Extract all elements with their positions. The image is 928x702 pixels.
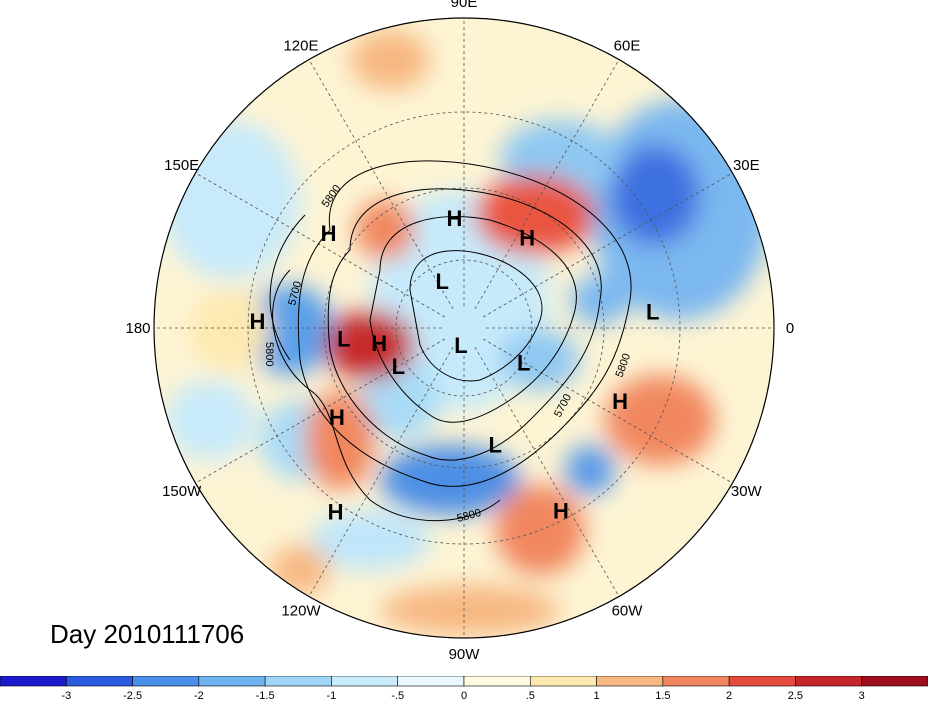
longitude-label: 90W xyxy=(449,646,481,663)
colorbar-tick-label: -1 xyxy=(327,690,337,702)
high-marker: H xyxy=(446,206,462,231)
map-boundary xyxy=(153,17,775,639)
meridian-line xyxy=(474,346,620,597)
colorbar-box xyxy=(861,676,928,687)
high-marker: H xyxy=(553,499,569,524)
anomaly-blobs xyxy=(160,30,770,635)
longitude-label: 90E xyxy=(451,0,478,11)
meridian-line xyxy=(308,59,454,310)
low-marker: L xyxy=(392,354,405,379)
colorbar-tick-label: -1.5 xyxy=(256,690,275,702)
colorbar-tick-label: -2 xyxy=(194,690,204,702)
high-marker: H xyxy=(321,221,337,246)
colorbar-box xyxy=(795,676,863,687)
colorbar-tick-label: -.5 xyxy=(391,690,404,702)
longitude-labels: 90E 60E 30E 0 30W 60W 90W 120W 150W 180 150E 120E xyxy=(125,0,794,663)
colorbar-box xyxy=(0,676,67,687)
meridian-line xyxy=(474,59,620,310)
colorbar-box xyxy=(331,676,399,687)
colorbar-box xyxy=(596,676,664,687)
colorbar-box xyxy=(529,676,597,687)
colorbar-tick-label: 1 xyxy=(594,690,600,702)
colorbar-box xyxy=(198,676,266,687)
colorbar-ticks: -3 -2.5 -2 -1.5 -1 -.5 0 .5 1 1.5 2 2.5 3 xyxy=(61,690,864,702)
colorbar-tick-label: .5 xyxy=(526,690,535,702)
high-marker: H xyxy=(328,499,344,524)
longitude-label: 30E xyxy=(733,157,760,174)
contour-label: 5800 xyxy=(263,342,275,366)
colorbar-boxes xyxy=(0,676,928,687)
high-marker: H xyxy=(250,309,266,334)
low-marker: L xyxy=(454,333,467,358)
meridian-line xyxy=(195,172,446,318)
colorbar-box xyxy=(662,676,730,687)
colorbar-box xyxy=(264,676,332,687)
longitude-label: 150W xyxy=(162,483,202,500)
anomaly-field xyxy=(154,18,774,638)
colorbar-tick-label: 0 xyxy=(461,690,467,702)
colorbar-tick-label: 3 xyxy=(859,690,865,702)
meridian-line xyxy=(482,172,733,318)
colorbar-box xyxy=(397,676,465,687)
high-marker: H xyxy=(371,331,387,356)
colorbar-tick-label: -3 xyxy=(61,690,71,702)
low-marker: L xyxy=(435,269,448,294)
colorbar-box xyxy=(463,676,531,687)
colorbar-box xyxy=(65,676,133,687)
longitude-label: 180 xyxy=(125,320,150,337)
high-marker: H xyxy=(329,405,345,430)
high-marker: H xyxy=(519,226,535,251)
longitude-label: 30W xyxy=(731,483,763,500)
meridian-line xyxy=(482,338,733,484)
high-marker: H xyxy=(612,389,628,414)
longitude-label: 120W xyxy=(281,602,321,619)
colorbar-tick-label: 1.5 xyxy=(655,690,670,702)
colorbar-box xyxy=(728,676,796,687)
longitude-label: 150E xyxy=(164,157,199,174)
low-marker: L xyxy=(337,327,350,352)
low-marker: L xyxy=(488,432,501,457)
height-contours xyxy=(269,160,632,522)
low-marker: L xyxy=(646,300,659,325)
meridian-line xyxy=(308,346,454,597)
date-title: Day 2010111706 xyxy=(50,619,245,649)
low-marker: L xyxy=(517,350,530,375)
colorbar-tick-label: -2.5 xyxy=(123,690,142,702)
longitude-label: 60E xyxy=(614,38,641,55)
colorbar-box xyxy=(132,676,200,687)
colorbar: -3 -2.5 -2 -1.5 -1 -.5 0 .5 1 1.5 2 2.5 3 xyxy=(0,676,928,702)
colorbar-tick-label: 2 xyxy=(726,690,732,702)
longitude-label: 0 xyxy=(786,320,794,337)
longitude-label: 120E xyxy=(283,38,318,55)
longitude-label: 60W xyxy=(612,602,644,619)
colorbar-tick-label: 2.5 xyxy=(788,690,803,702)
